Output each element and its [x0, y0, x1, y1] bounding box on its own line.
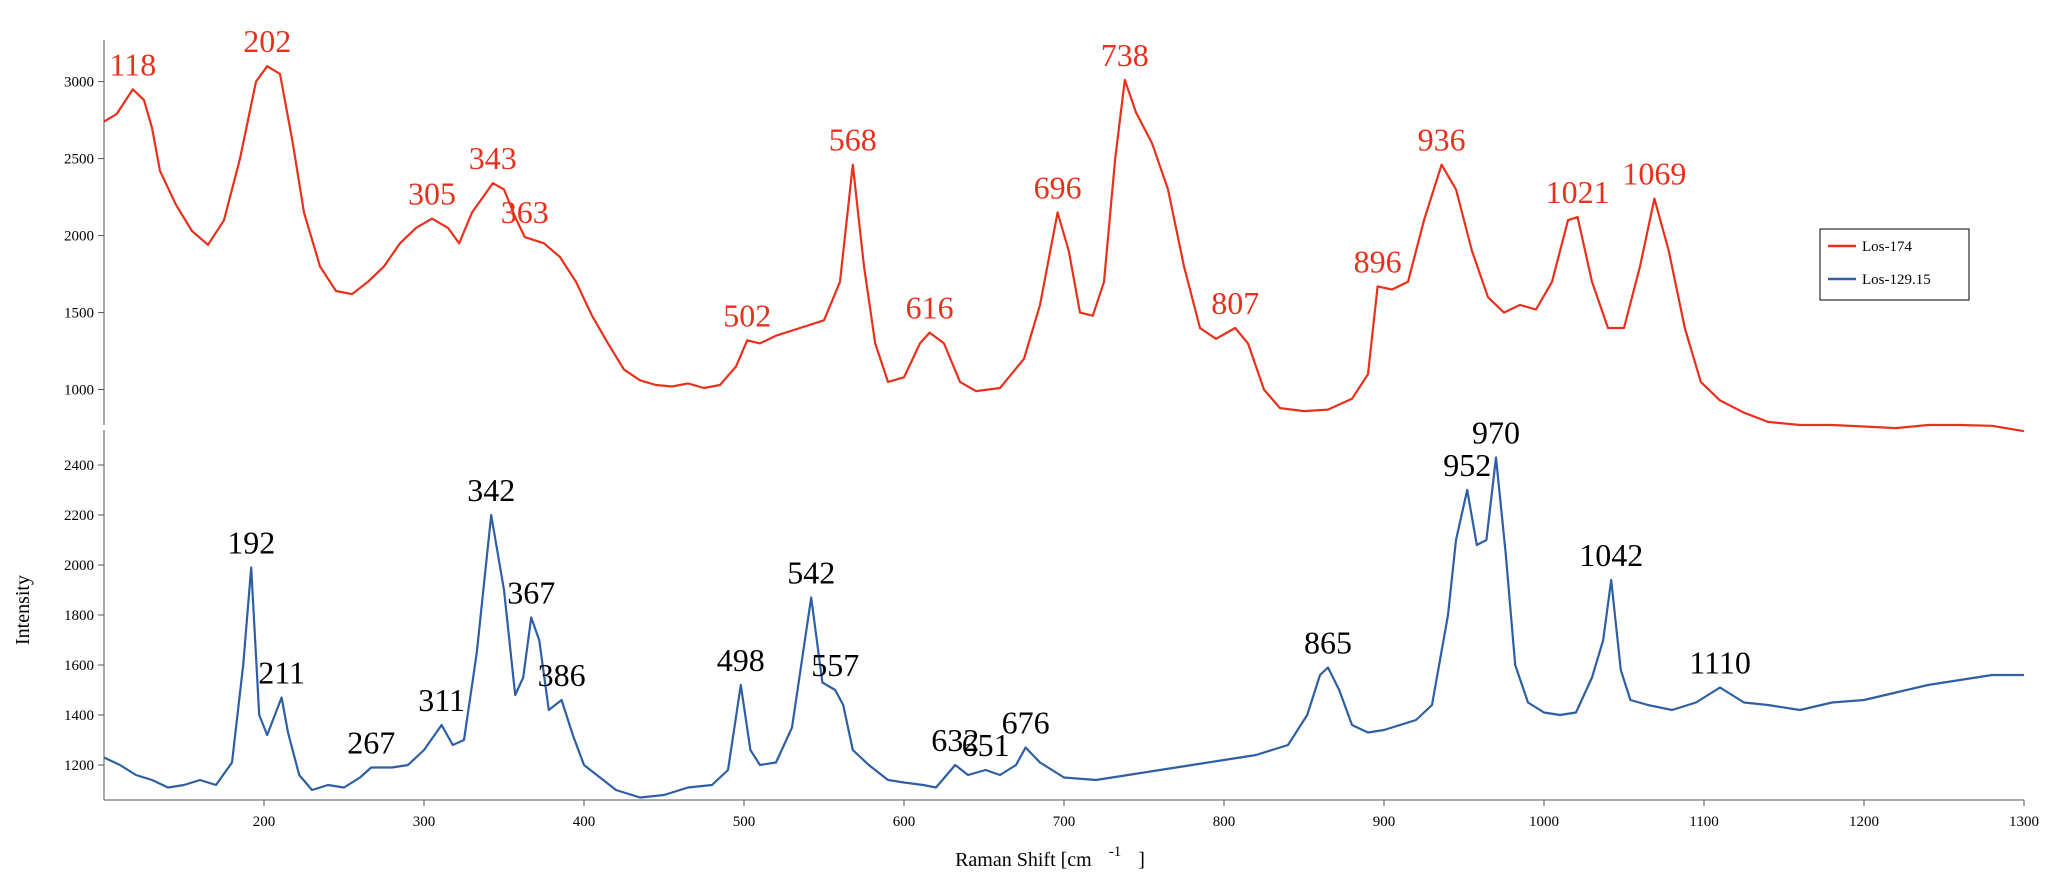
- y-tick-label-los-174: 1500: [64, 306, 94, 322]
- y-tick-label-los-129-15: 2400: [64, 458, 94, 474]
- x-tick-label: 700: [1053, 814, 1076, 830]
- x-axis-title: Raman Shift [cm -1 ]: [955, 839, 1145, 871]
- x-tick-label: 1200: [1849, 814, 1879, 830]
- y-tick-label-los-129-15: 1800: [64, 608, 94, 624]
- y-tick-label-los-174: 2500: [64, 152, 94, 168]
- legend-box: [1819, 228, 1970, 301]
- x-tick-label: 600: [893, 814, 916, 830]
- peak-label-952: 952: [1443, 447, 1491, 483]
- peak-label-502: 502: [723, 297, 771, 333]
- series-line-los-174: [103, 65, 2025, 433]
- y-tick-label-los-129-15: 2200: [64, 508, 94, 524]
- peak-label-896: 896: [1354, 243, 1402, 279]
- peak-label-363: 363: [501, 194, 549, 230]
- y-tick-label-los-174: 1000: [64, 383, 94, 399]
- peak-label-1069: 1069: [1622, 156, 1686, 192]
- y-tick-label-los-129-15: 2000: [64, 558, 94, 574]
- peak-label-557: 557: [811, 647, 859, 683]
- peak-label-738: 738: [1101, 37, 1149, 73]
- peak-label-651: 651: [962, 727, 1010, 763]
- peak-label-342: 342: [467, 472, 515, 508]
- peak-label-568: 568: [829, 122, 877, 158]
- series-line-los-129-15: [103, 456, 2024, 799]
- y-tick-label-los-174: 2000: [64, 229, 94, 245]
- y-tick-label-los-174: 3000: [64, 75, 94, 91]
- peak-label-696: 696: [1034, 169, 1082, 205]
- x-tick-label: 800: [1213, 814, 1236, 830]
- peak-label-1042: 1042: [1579, 537, 1643, 573]
- peak-label-498: 498: [717, 642, 765, 678]
- panel-los-174: 1000 1500 2000 2500 3000 118 202 305 343 363 502 56…: [64, 23, 2025, 433]
- peak-label-386: 386: [538, 657, 586, 693]
- peak-label-616: 616: [906, 290, 954, 326]
- peak-label-311: 311: [418, 682, 465, 718]
- x-tick-label: 1100: [1689, 814, 1718, 830]
- y-tick-label-los-129-15: 1400: [64, 708, 94, 724]
- y-tick-label-los-129-15: 1200: [64, 758, 94, 774]
- x-axis: 200 300 400 500 600 700 800 900 1000 1100 1200 1300: [104, 799, 2039, 830]
- peak-label-211: 211: [258, 655, 305, 691]
- y-tick-label-los-129-15: 1600: [64, 658, 94, 674]
- peak-label-865: 865: [1304, 625, 1352, 661]
- x-axis-title-end: ]: [1138, 849, 1145, 871]
- x-axis-title-superscript: -1: [1109, 844, 1122, 860]
- x-tick-label: 200: [253, 814, 276, 830]
- x-tick-label: 400: [573, 814, 596, 830]
- peak-label-305: 305: [408, 176, 456, 212]
- x-tick-label: 500: [733, 814, 756, 830]
- peak-label-367: 367: [507, 575, 555, 611]
- legend: Los-174 Los-129.15: [1819, 228, 1970, 301]
- peak-label-632: 632: [931, 722, 979, 758]
- x-axis-title-main: Raman Shift [cm: [955, 849, 1092, 871]
- panel-los-129-15: 1200 1400 1600 1800 2000 2200 2400 192 211 267 311…: [64, 415, 2024, 800]
- peak-label-807: 807: [1211, 285, 1259, 321]
- peak-label-1021: 1021: [1546, 174, 1610, 210]
- x-tick-label: 1000: [1529, 814, 1559, 830]
- x-tick-label: 1300: [2009, 814, 2039, 830]
- x-tick-label: 900: [1373, 814, 1396, 830]
- peak-label-267: 267: [347, 725, 395, 761]
- y-axis-title: Intensity: [12, 575, 34, 645]
- legend-label-los-174: Los-174: [1862, 239, 1912, 255]
- peak-label-936: 936: [1418, 122, 1466, 158]
- peak-label-343: 343: [469, 140, 517, 176]
- peak-label-676: 676: [1002, 705, 1050, 741]
- peak-label-542: 542: [787, 555, 835, 591]
- peak-label-970: 970: [1472, 415, 1520, 451]
- peak-label-1110: 1110: [1689, 645, 1751, 681]
- legend-label-los-129-15: Los-129.15: [1862, 272, 1931, 288]
- peak-label-192: 192: [227, 525, 275, 561]
- x-tick-label: 300: [413, 814, 436, 830]
- peak-label-118: 118: [109, 46, 156, 82]
- peak-label-202: 202: [243, 23, 291, 59]
